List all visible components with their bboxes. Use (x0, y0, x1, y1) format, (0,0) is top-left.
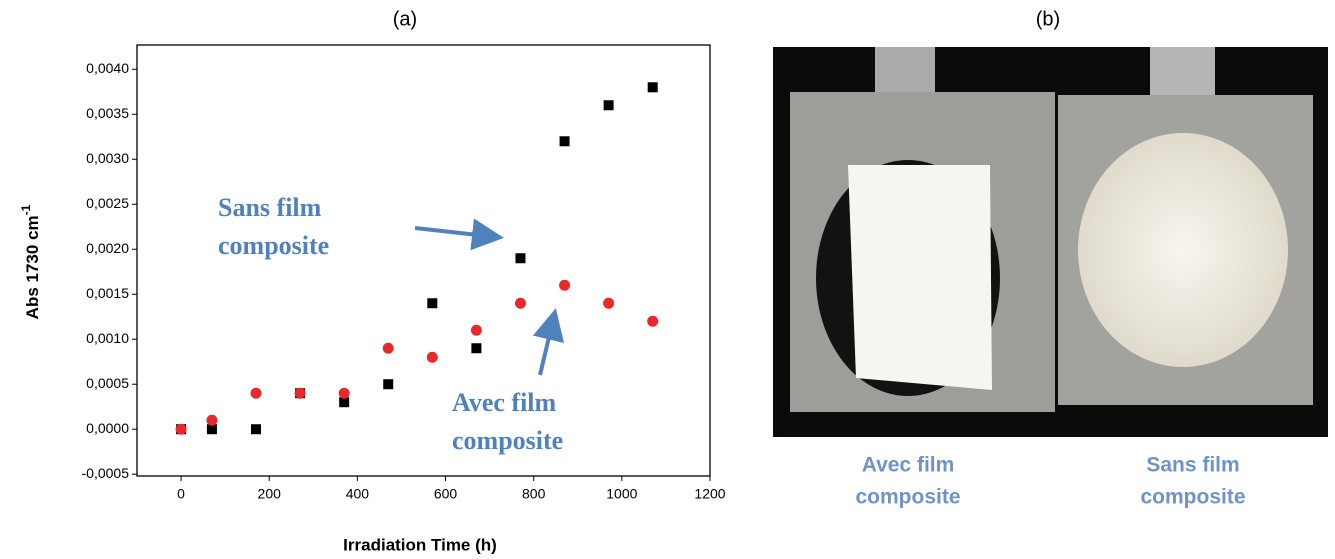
arrow (414, 218, 504, 251)
annotation: composite (218, 231, 329, 260)
point (250, 387, 262, 399)
arrow (532, 308, 565, 376)
point (383, 379, 394, 390)
y-tick-label: -0,0005 (82, 465, 130, 481)
point (559, 136, 570, 147)
plot-frame (136, 44, 711, 477)
point (338, 387, 350, 399)
x-tick-label: 800 (522, 486, 546, 502)
x-tick-label: 0 (177, 486, 185, 502)
point (294, 387, 306, 399)
x-tick-label: 1000 (606, 486, 637, 502)
caption: Sans film (1146, 454, 1239, 477)
point (515, 253, 526, 264)
caption: composite (1140, 486, 1245, 509)
x-tick-label: 1200 (694, 486, 725, 502)
point (559, 279, 571, 291)
point (470, 324, 482, 336)
point (426, 351, 438, 363)
caption: Avec film (862, 454, 955, 477)
point (427, 298, 438, 309)
y-tick-label: 0,0040 (86, 60, 129, 76)
point (603, 100, 614, 111)
annotation: composite (452, 426, 563, 455)
point (251, 424, 262, 435)
y-axis-label-superscript: -1 (19, 204, 33, 215)
point (647, 82, 658, 93)
x-tick-label: 200 (258, 486, 282, 502)
x-axis-label: Irradiation Time (h) (343, 535, 497, 554)
y-tick-label: 0,0020 (86, 240, 129, 256)
y-tick-label: 0,0025 (86, 195, 129, 211)
point (603, 297, 615, 309)
point (175, 423, 187, 435)
y-tick-label: 0,0000 (86, 420, 129, 436)
point (514, 297, 526, 309)
x-tick-label: 600 (434, 486, 458, 502)
y-tick-label: 0,0035 (86, 105, 129, 121)
photo (773, 47, 1328, 437)
caption: composite (855, 486, 960, 509)
point (471, 343, 482, 354)
annotation: Avec film (452, 388, 557, 417)
point (382, 342, 394, 354)
photo-title: (b) (1036, 8, 1060, 30)
y-axis-label: Abs 1730 cm-1 (19, 204, 42, 319)
y-axis-label-text: Abs 1730 cm (23, 215, 42, 319)
captions: Avec film composite Sans film composite (855, 454, 1245, 509)
y-tick-label: 0,0010 (86, 330, 129, 346)
point (206, 414, 218, 426)
y-tick-label: 0,0005 (86, 375, 129, 391)
y-tick-label: 0,0030 (86, 150, 129, 166)
point (647, 315, 659, 327)
point (339, 397, 350, 408)
plot: -0,0005 0,0000 0,0005 0,0010 0,0015 0,0020 0,0… (82, 60, 726, 502)
point (206, 424, 217, 435)
chart-title: (a) (393, 8, 417, 30)
x-tick-label: 400 (346, 486, 370, 502)
annotation: Sans film (218, 193, 322, 222)
y-tick-label: 0,0015 (86, 285, 129, 301)
